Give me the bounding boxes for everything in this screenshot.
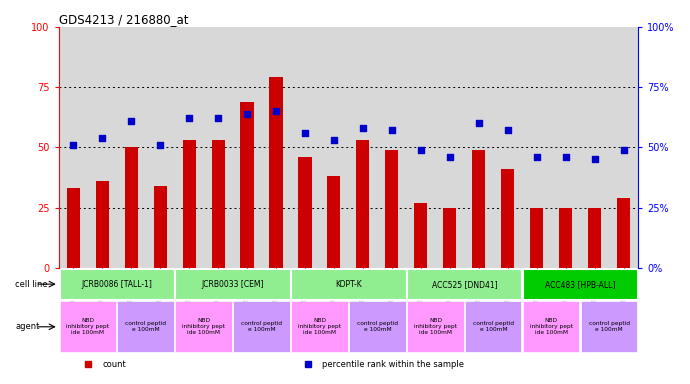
Text: JCRB0033 [CEM]: JCRB0033 [CEM]	[201, 280, 264, 289]
Bar	[589, 208, 601, 268]
Text: NBD
inhibitory pept
ide 100mM: NBD inhibitory pept ide 100mM	[298, 318, 341, 335]
Bar	[117, 301, 174, 352]
Bar	[67, 188, 79, 268]
Point	[126, 118, 137, 124]
Text: percentile rank within the sample: percentile rank within the sample	[322, 360, 464, 369]
Bar	[531, 208, 543, 268]
Point	[589, 156, 600, 162]
Point	[386, 127, 397, 134]
Bar	[175, 301, 232, 352]
Point	[618, 147, 629, 153]
Point	[357, 125, 368, 131]
Point	[155, 142, 166, 148]
Text: control peptid
e 100mM: control peptid e 100mM	[125, 321, 166, 332]
Bar	[407, 301, 464, 352]
Bar	[444, 208, 456, 268]
Bar	[560, 208, 572, 268]
Text: GDS4213 / 216880_at: GDS4213 / 216880_at	[59, 13, 188, 26]
Bar	[473, 150, 485, 268]
Text: KOPT-K: KOPT-K	[335, 280, 362, 289]
Bar	[233, 301, 290, 352]
Point	[184, 115, 195, 121]
Bar	[502, 169, 514, 268]
Bar	[270, 78, 282, 268]
Text: JCRB0086 [TALL-1]: JCRB0086 [TALL-1]	[81, 280, 152, 289]
Bar	[241, 102, 253, 268]
Bar	[523, 269, 638, 299]
Bar	[357, 140, 369, 268]
Point	[328, 137, 339, 143]
Bar	[465, 301, 522, 352]
Text: NBD
inhibitory pept
ide 100mM: NBD inhibitory pept ide 100mM	[414, 318, 457, 335]
Text: cell line: cell line	[15, 280, 48, 289]
Point	[97, 135, 108, 141]
Point	[68, 142, 79, 148]
Bar	[618, 198, 630, 268]
Bar	[175, 269, 290, 299]
Bar	[415, 203, 427, 268]
Bar	[183, 140, 195, 268]
Text: ACC525 [DND41]: ACC525 [DND41]	[431, 280, 497, 289]
Bar	[407, 269, 522, 299]
Point	[444, 154, 455, 160]
Bar	[581, 301, 638, 352]
Bar	[154, 186, 166, 268]
Point	[299, 130, 310, 136]
Text: ACC483 [HPB-ALL]: ACC483 [HPB-ALL]	[545, 280, 615, 289]
Text: NBD
inhibitory pept
ide 100mM: NBD inhibitory pept ide 100mM	[182, 318, 225, 335]
Point	[415, 147, 426, 153]
Point	[502, 127, 513, 134]
Point	[241, 111, 253, 117]
Point	[270, 108, 282, 114]
Point	[213, 115, 224, 121]
Bar	[125, 147, 137, 268]
Point	[560, 154, 571, 160]
Text: control peptid
e 100mM: control peptid e 100mM	[473, 321, 514, 332]
Point	[531, 154, 542, 160]
Text: NBD
inhibitory pept
ide 100mM: NBD inhibitory pept ide 100mM	[530, 318, 573, 335]
Text: control peptid
e 100mM: control peptid e 100mM	[589, 321, 630, 332]
Text: control peptid
e 100mM: control peptid e 100mM	[357, 321, 398, 332]
Bar	[523, 301, 580, 352]
Text: NBD
inhibitory pept
ide 100mM: NBD inhibitory pept ide 100mM	[66, 318, 109, 335]
Text: count: count	[102, 360, 126, 369]
Text: control peptid
e 100mM: control peptid e 100mM	[241, 321, 282, 332]
Text: agent: agent	[15, 322, 39, 331]
Bar	[291, 301, 348, 352]
Bar	[299, 157, 311, 268]
Bar	[291, 269, 406, 299]
Bar	[212, 140, 224, 268]
Bar	[96, 181, 108, 268]
Bar	[328, 176, 340, 268]
Point	[473, 120, 484, 126]
Bar	[59, 301, 116, 352]
Bar	[386, 150, 398, 268]
Bar	[349, 301, 406, 352]
Bar	[59, 269, 174, 299]
